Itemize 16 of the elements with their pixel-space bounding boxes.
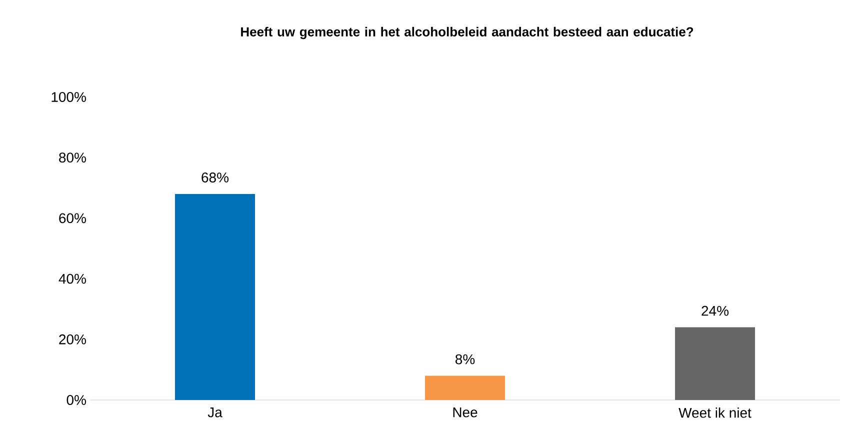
data-label: 8%: [455, 354, 475, 364]
bar: [425, 376, 506, 400]
data-label: 68%: [202, 172, 229, 182]
y-tick-label: 0%: [66, 395, 86, 405]
y-tick-label: 80%: [59, 152, 86, 163]
x-tick-label: Nee: [453, 408, 478, 418]
bar: [675, 327, 756, 400]
x-tick-label: Ja: [208, 408, 222, 418]
chart-title: Heeft uw gemeente in het alcoholbeleid aandacht besteed aan educatie?: [241, 26, 694, 40]
bar: [175, 194, 256, 400]
y-tick-label: 100%: [52, 92, 86, 102]
y-tick-label: 20%: [59, 334, 86, 344]
x-tick-label: Weet ik niet: [678, 408, 752, 418]
data-label: 24%: [702, 306, 729, 316]
y-tick-label: 40%: [58, 274, 86, 284]
y-tick-label: 60%: [59, 213, 86, 224]
